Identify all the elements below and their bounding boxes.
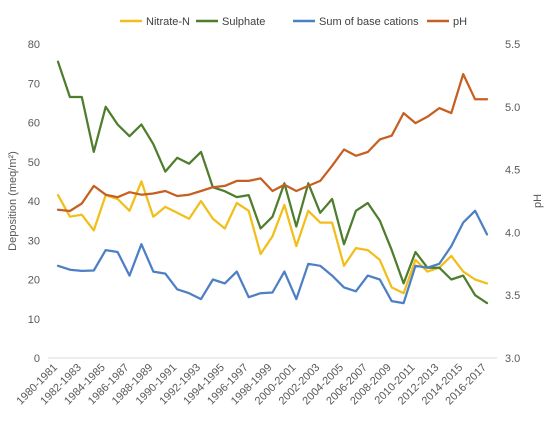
y2-tick-label: 3.5 bbox=[505, 290, 520, 302]
y-axis-ticks: 0 10 20 30 40 50 60 70 80 bbox=[28, 39, 40, 365]
y-tick-label: 40 bbox=[28, 196, 40, 208]
y2-tick-label: 5.0 bbox=[505, 102, 520, 114]
series-line-sulphate bbox=[56, 60, 489, 305]
legend-label: Sum of base cations bbox=[319, 16, 419, 28]
y-tick-label: 10 bbox=[28, 314, 40, 326]
series-line-nitrate-n bbox=[56, 180, 489, 295]
x-axis-ticks: 1980-19811982-19831984-19851986-19871988… bbox=[14, 362, 489, 408]
series-line-ph bbox=[56, 72, 489, 213]
y-tick-label: 80 bbox=[28, 39, 40, 51]
y2-tick-label: 3.0 bbox=[505, 353, 520, 365]
y2-tick-label: 4.5 bbox=[505, 165, 520, 177]
legend-label: Sulphate bbox=[222, 16, 265, 28]
y-tick-label: 50 bbox=[28, 157, 40, 169]
y-tick-label: 0 bbox=[34, 353, 40, 365]
series-group bbox=[56, 60, 489, 305]
y-tick-label: 30 bbox=[28, 235, 40, 247]
y2-axis-ticks: 3.0 3.5 4.0 4.5 5.0 5.5 bbox=[505, 39, 520, 365]
y2-tick-label: 5.5 bbox=[505, 39, 520, 51]
legend-label: pH bbox=[453, 16, 467, 28]
y-tick-label: 70 bbox=[28, 78, 40, 90]
y-tick-label: 20 bbox=[28, 275, 40, 287]
y2-tick-label: 4.0 bbox=[505, 227, 520, 239]
series-line-sum-of-base-cations bbox=[56, 209, 489, 305]
y2-axis-label: pH bbox=[532, 194, 544, 208]
legend: Nitrate-N Sulphate Sum of base cations pH bbox=[120, 16, 467, 28]
legend-label: Nitrate-N bbox=[146, 16, 190, 28]
y-tick-label: 60 bbox=[28, 118, 40, 130]
y-axis-label: Deposition (meq/m²) bbox=[7, 151, 19, 251]
